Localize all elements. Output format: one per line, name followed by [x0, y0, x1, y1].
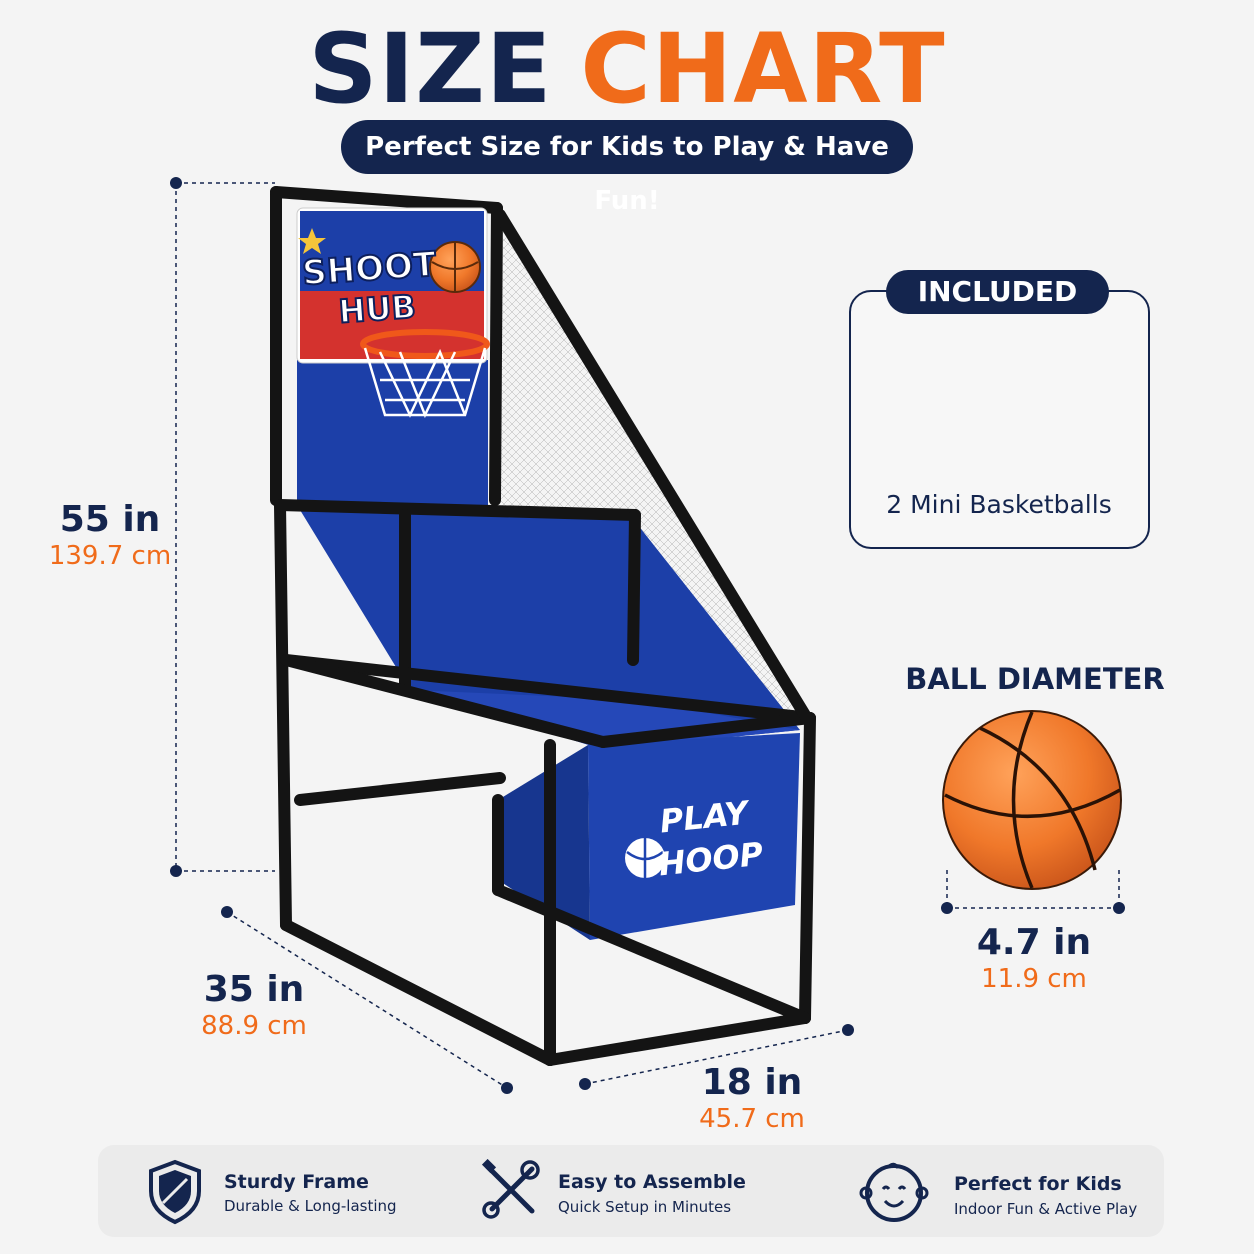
ball-diameter-value: 4.7 in 11.9 cm [962, 923, 1106, 995]
base-text-1: PLAY [658, 793, 752, 840]
shield-icon [149, 1159, 201, 1225]
subtitle-banner: Perfect Size for Kids to Play & Have Fun… [341, 120, 913, 216]
pipe-frame [270, 186, 816, 1066]
width-label: 18 in 45.7 cm [682, 1063, 822, 1135]
included-text: 2 Mini Basketballs [886, 490, 1112, 519]
feature-perfect-kids: Perfect for Kids Indoor Fun & Active Pla… [858, 1145, 1158, 1237]
backboard: SHOOT HUB [296, 207, 488, 364]
feature-subtitle: Durable & Long-lasting [224, 1197, 397, 1215]
feature-title: Sturdy Frame [224, 1171, 369, 1193]
included-box [849, 290, 1150, 549]
feature-sturdy-frame: Sturdy Frame Durable & Long-lasting [146, 1145, 446, 1237]
front-basket-fabric [588, 733, 800, 940]
depth-label: 35 in 88.9 cm [184, 970, 324, 1042]
feature-subtitle: Quick Setup in Minutes [558, 1198, 732, 1216]
feature-title: Easy to Assemble [558, 1171, 746, 1193]
ball-imperial: 4.7 in [976, 922, 1092, 963]
height-dimension-line [175, 182, 1120, 1089]
hoop [360, 329, 490, 419]
width-imperial: 18 in [701, 1062, 803, 1103]
depth-imperial: 35 in [203, 969, 305, 1010]
ball-metric: 11.9 cm [981, 964, 1087, 994]
included-label: INCLUDED [886, 270, 1109, 314]
feature-title: Perfect for Kids [954, 1173, 1122, 1195]
height-label: 55 in 139.7 cm [40, 500, 180, 572]
baby-face-icon [859, 1162, 929, 1222]
tools-icon [481, 1159, 540, 1219]
height-imperial: 55 in [59, 499, 161, 540]
basketball-icon [942, 710, 1122, 890]
backboard-text-2: HUB [337, 287, 417, 330]
page-title: SIZE CHART [0, 14, 1254, 124]
ball-diameter-label: BALL DIAMETER [905, 662, 1165, 696]
title-chart: CHART [580, 13, 946, 125]
feature-subtitle: Indoor Fun & Active Play [954, 1200, 1138, 1218]
title-size: SIZE [308, 13, 553, 125]
ramp-fabric [297, 360, 800, 750]
height-metric: 139.7 cm [48, 541, 172, 571]
feature-easy-assemble: Easy to Assemble Quick Setup in Minutes [480, 1145, 800, 1237]
width-metric: 45.7 cm [699, 1104, 805, 1134]
depth-metric: 88.9 cm [201, 1011, 307, 1041]
features-bar: Sturdy Frame Durable & Long-lasting Easy… [98, 1145, 1164, 1237]
